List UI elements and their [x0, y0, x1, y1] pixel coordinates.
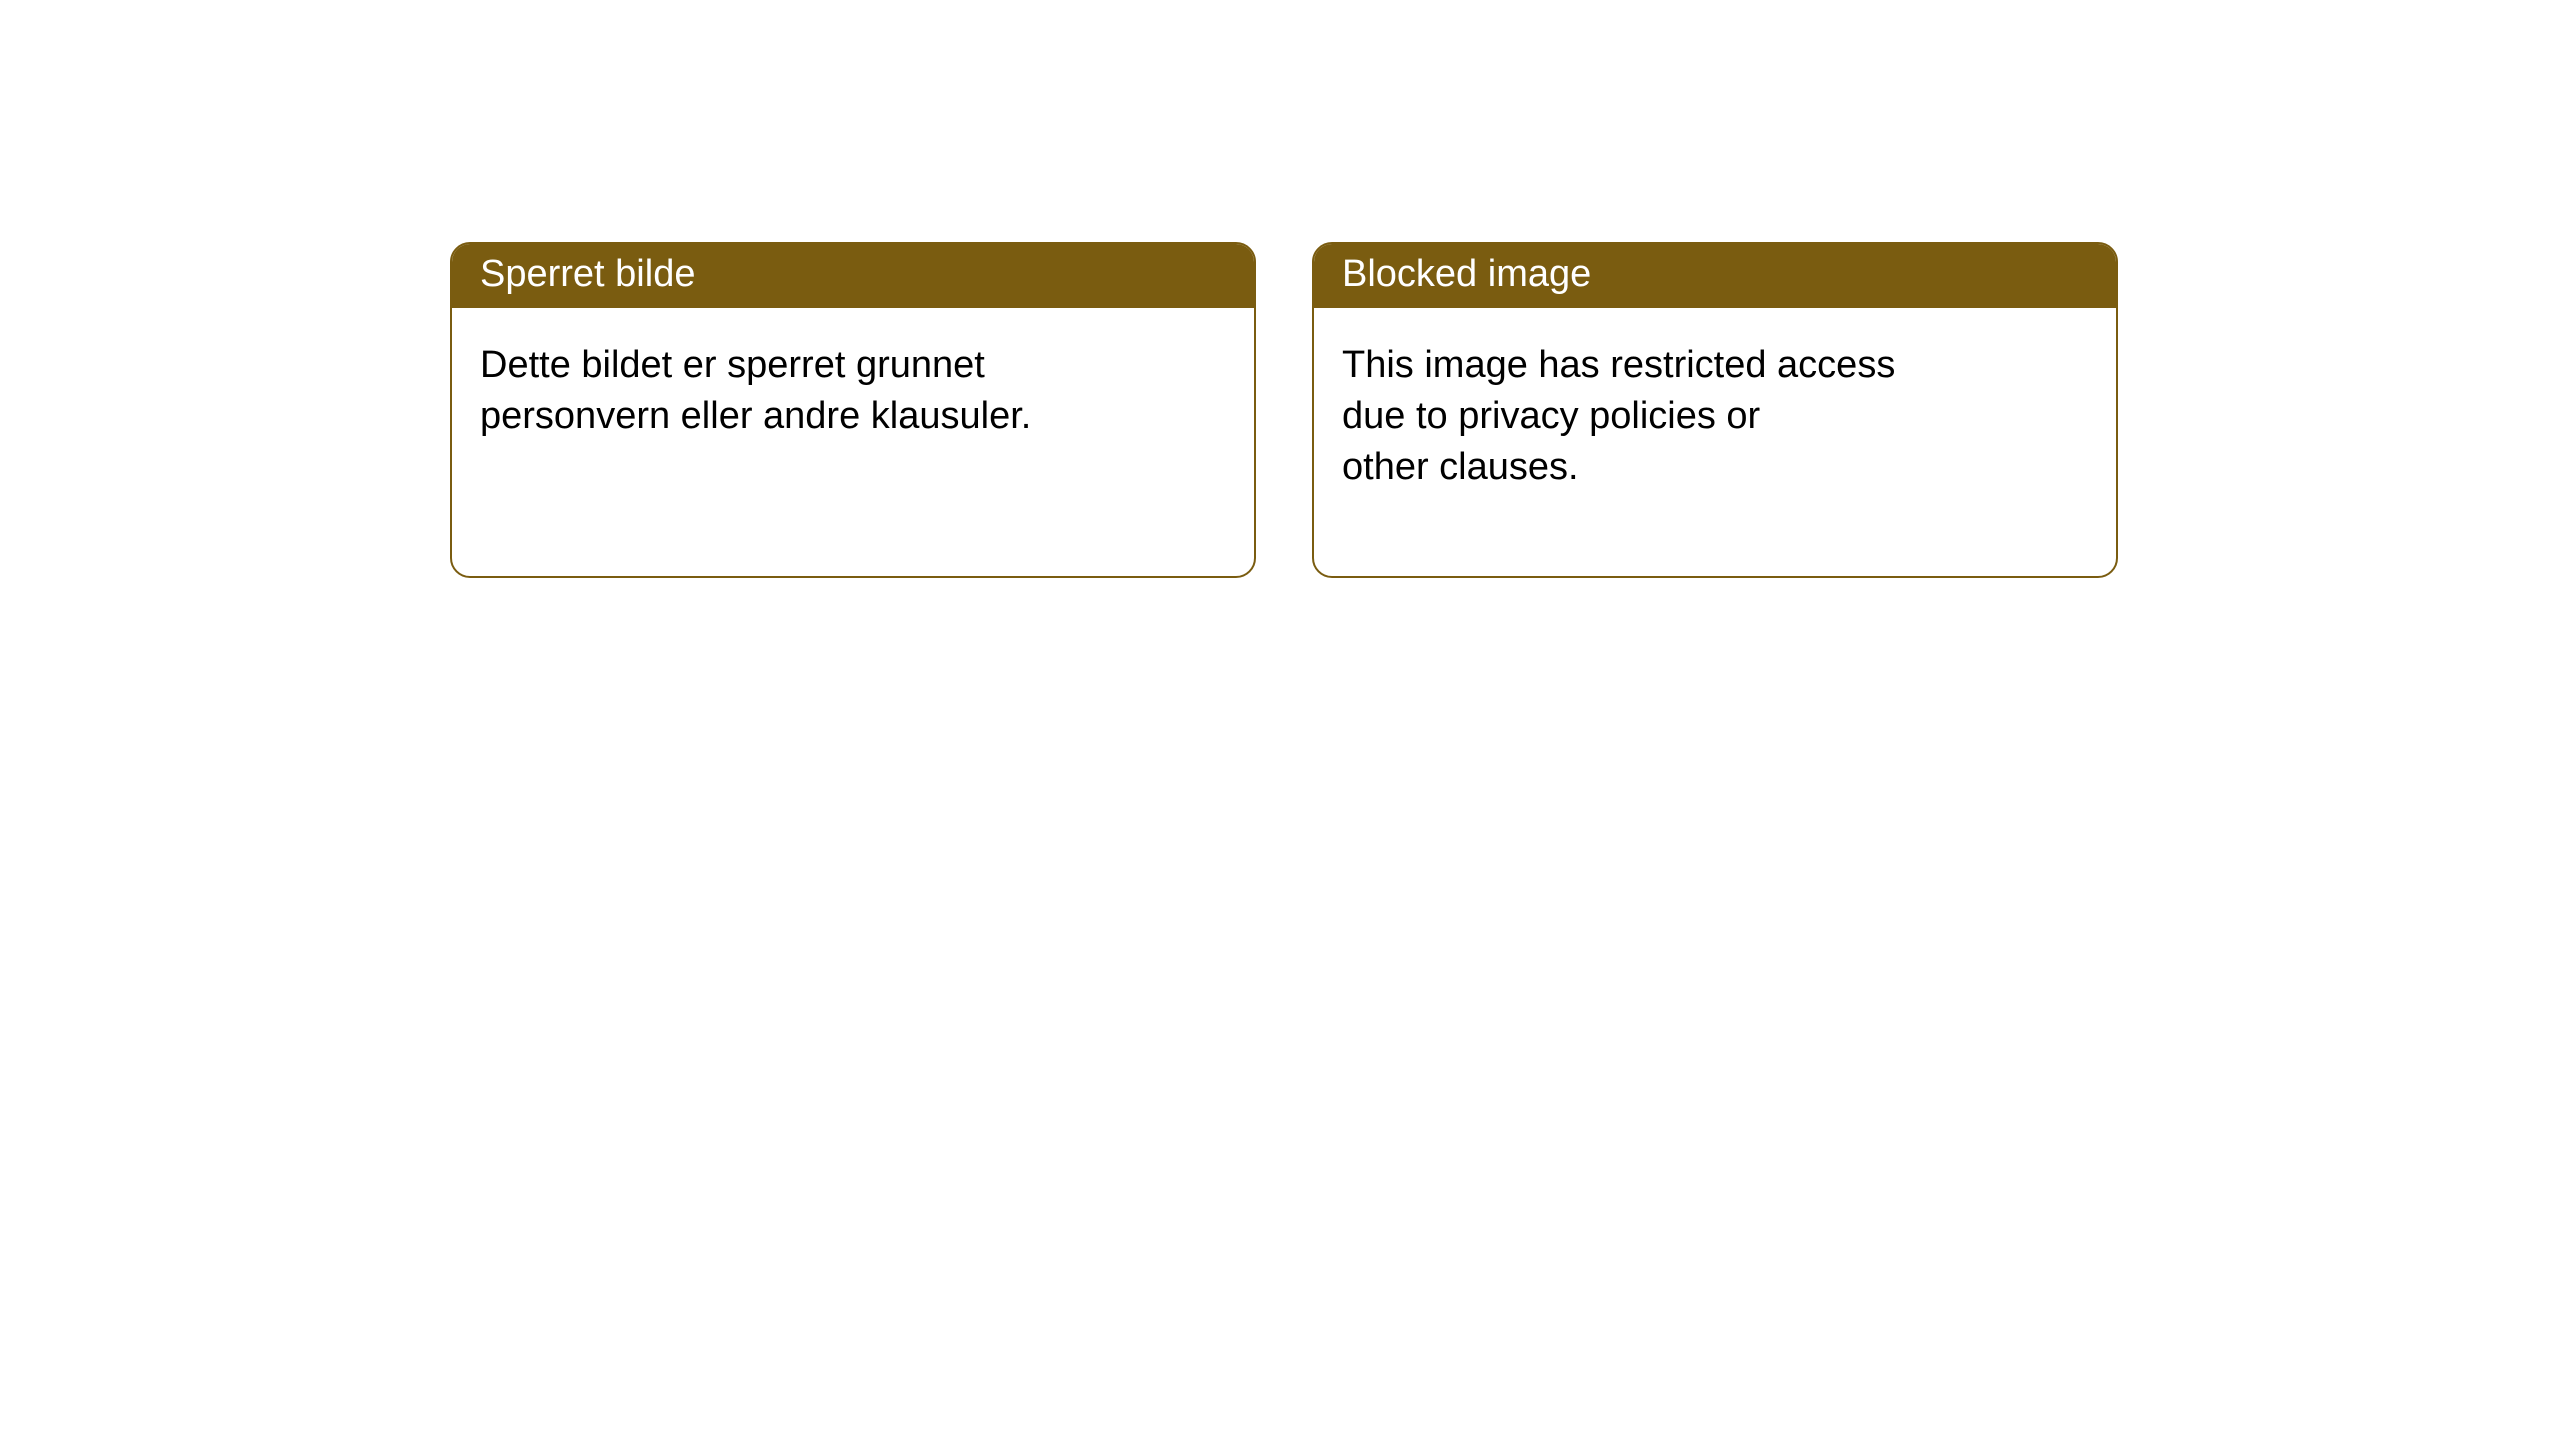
notice-card-english: Blocked image This image has restricted …	[1312, 242, 2118, 578]
card-title: Sperret bilde	[452, 244, 1254, 308]
notice-card-norwegian: Sperret bilde Dette bildet er sperret gr…	[450, 242, 1256, 578]
card-body: This image has restricted access due to …	[1314, 308, 2116, 526]
notice-container: Sperret bilde Dette bildet er sperret gr…	[0, 0, 2560, 578]
card-title: Blocked image	[1314, 244, 2116, 308]
card-body: Dette bildet er sperret grunnet personve…	[452, 308, 1254, 475]
